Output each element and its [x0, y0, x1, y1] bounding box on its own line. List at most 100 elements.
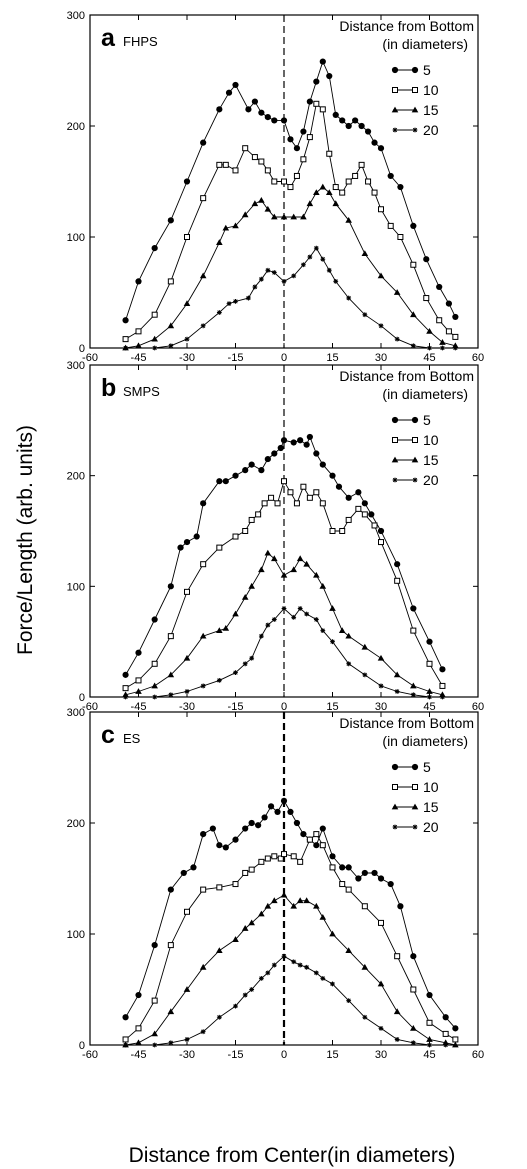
panel-name: SMPS: [123, 384, 160, 399]
data-point: [264, 549, 272, 556]
data-point: [304, 611, 310, 617]
x-tick-label: 60: [472, 1049, 484, 1061]
series-20: [123, 245, 458, 351]
data-point: [200, 831, 207, 838]
data-point: [242, 869, 249, 876]
data-point: [365, 178, 372, 185]
panel-letter: a: [101, 24, 116, 52]
data-point: [339, 528, 346, 534]
data-point: [397, 183, 404, 191]
data-point: [248, 919, 255, 926]
data-point: [345, 516, 352, 523]
data-point: [151, 682, 158, 689]
series-line: [125, 60, 456, 321]
data-point: [200, 195, 207, 202]
data-point: [258, 196, 265, 203]
legend-marker: [392, 824, 398, 830]
data-point: [313, 970, 319, 976]
data-point: [313, 617, 319, 622]
data-point: [232, 222, 239, 229]
data-point: [436, 317, 443, 324]
data-point: [410, 311, 417, 318]
data-point: [216, 310, 222, 315]
series-10: [122, 478, 446, 692]
data-point: [313, 489, 320, 496]
data-point: [249, 655, 255, 661]
legend-marker: [411, 106, 419, 113]
data-point: [123, 694, 128, 700]
data-point: [199, 632, 207, 639]
series-line: [125, 799, 456, 1029]
data-point: [216, 884, 223, 891]
data-point: [410, 605, 417, 612]
data-point: [436, 283, 443, 291]
data-point: [216, 239, 223, 245]
data-point: [296, 555, 304, 562]
data-point: [329, 472, 336, 479]
data-point: [333, 279, 339, 284]
data-point: [216, 161, 223, 168]
data-point: [232, 836, 239, 843]
data-point: [361, 903, 368, 910]
data-point: [281, 279, 287, 284]
legend-marker: [391, 106, 399, 113]
x-tick-label: 30: [375, 701, 387, 713]
data-point: [233, 298, 238, 304]
data-point: [242, 825, 249, 832]
data-point: [339, 117, 346, 124]
data-point: [200, 1029, 206, 1035]
legend-marker: [411, 456, 419, 463]
data-point: [251, 98, 258, 105]
x-tick-label: -45: [131, 701, 147, 713]
data-point: [319, 582, 327, 589]
legend-label: 20: [423, 472, 439, 488]
data-point: [122, 1036, 129, 1043]
data-point: [200, 323, 206, 329]
y-tick-label: 100: [67, 581, 85, 593]
data-point: [242, 467, 249, 474]
data-point: [249, 987, 255, 992]
x-tick-label: -15: [228, 701, 244, 713]
series-10: [122, 831, 459, 1043]
data-point: [345, 632, 352, 639]
data-point: [387, 880, 394, 888]
data-point: [377, 527, 385, 535]
data-point: [183, 986, 191, 992]
data-point: [313, 902, 320, 909]
data-point: [361, 869, 368, 877]
legend-marker: [411, 803, 419, 810]
y-tick-label: 200: [67, 121, 85, 133]
data-point: [258, 158, 265, 165]
legend-marker: [391, 763, 399, 771]
chart-panel-c: -60 -45 -30 -15 0 15 30 45 60 0 100 200 300 c ES Distan…: [67, 707, 484, 1061]
data-point: [326, 267, 332, 273]
data-point: [258, 910, 265, 917]
data-point: [151, 311, 158, 318]
data-point: [371, 139, 378, 146]
y-tick-label: 100: [67, 929, 85, 941]
data-point: [338, 627, 346, 633]
data-point: [297, 437, 304, 444]
data-point: [397, 234, 404, 240]
data-point: [264, 902, 272, 909]
data-point: [271, 962, 277, 968]
legend-label: 20: [423, 122, 439, 138]
data-point: [330, 981, 335, 987]
data-point: [297, 606, 303, 611]
legend-entry: 10: [392, 432, 439, 448]
data-point: [378, 1025, 384, 1031]
data-point: [358, 161, 365, 168]
data-point: [410, 953, 417, 960]
data-point: [180, 869, 187, 877]
y-tick-label: 100: [67, 232, 85, 244]
data-point: [265, 970, 271, 976]
data-point: [332, 111, 339, 118]
data-point: [271, 853, 278, 860]
data-point: [378, 206, 384, 213]
data-point: [345, 122, 352, 130]
data-point: [313, 831, 320, 838]
series-line: [125, 247, 456, 349]
data-point: [271, 617, 277, 622]
data-point: [387, 172, 394, 180]
x-tick-label: -60: [82, 352, 98, 364]
